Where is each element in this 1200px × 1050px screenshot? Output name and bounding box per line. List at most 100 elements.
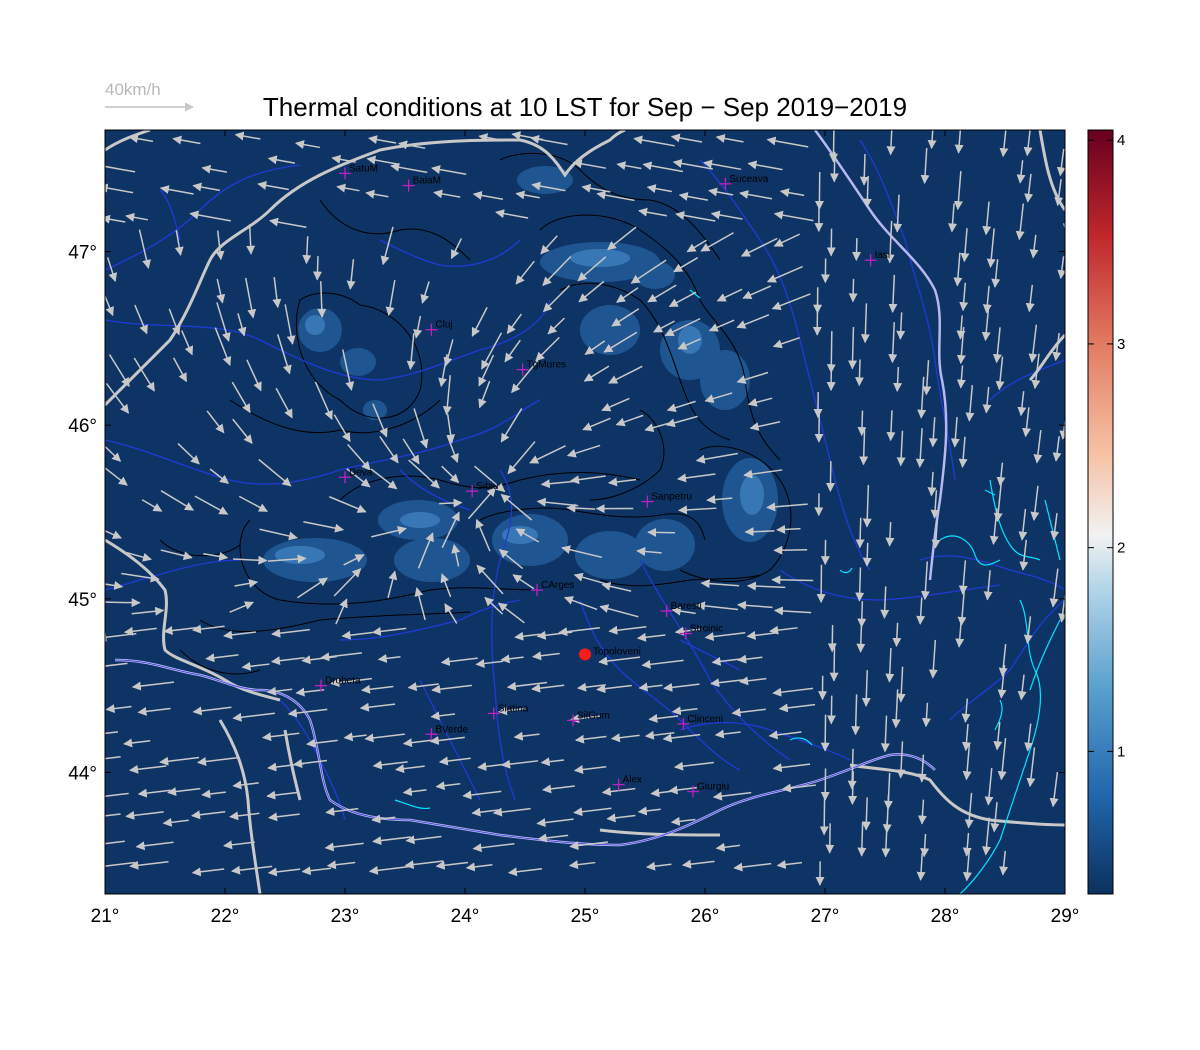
wind-arrow — [1017, 674, 1027, 701]
wind-arrow — [893, 194, 903, 233]
wind-arrow — [105, 861, 136, 867]
wind-arrow — [206, 410, 225, 434]
lat-axis-labels: 44° 45° 46° 47° — [68, 243, 97, 785]
wind-arrow — [181, 330, 194, 356]
wind-arrow — [368, 865, 411, 875]
wind-arrow — [662, 733, 701, 743]
city-label: Cluj — [435, 320, 452, 331]
wind-arrow — [465, 862, 493, 872]
wind-arrow — [700, 579, 740, 589]
wind-arrow — [862, 542, 872, 567]
wind-arrow — [962, 833, 972, 857]
wind-arrow — [514, 631, 541, 641]
wind-arrow — [1049, 568, 1059, 608]
city-label: Slatina — [498, 703, 529, 714]
wind-arrow — [854, 359, 864, 387]
wind-arrow — [771, 293, 811, 310]
wind-arrow — [417, 532, 434, 569]
wind-arrow — [262, 732, 300, 742]
wind-arrow — [293, 759, 328, 768]
wind-arrow — [561, 545, 602, 559]
wind-arrow — [861, 797, 871, 831]
wind-arrow — [917, 376, 927, 419]
wind-arrow — [572, 159, 607, 169]
wind-arrow — [540, 479, 575, 489]
wind-arrow — [462, 790, 502, 800]
wind-arrow — [596, 684, 632, 694]
wind-arrow — [610, 733, 640, 743]
wind-arrow — [633, 135, 675, 147]
wind-arrow — [920, 833, 930, 858]
wind-arrow — [542, 255, 572, 286]
wind-arrow — [959, 282, 969, 312]
wind-arrow — [420, 281, 430, 304]
wind-arrow — [772, 687, 814, 697]
wind-arrow — [347, 444, 371, 471]
wind-arrow — [773, 606, 812, 616]
wind-arrow — [244, 277, 257, 319]
wind-arrow — [504, 339, 521, 363]
wind-arrow — [515, 190, 540, 200]
wind-arrow — [984, 767, 994, 806]
wind-arrow — [172, 135, 201, 145]
city-marker: Drobeta — [315, 676, 361, 692]
wind-arrow — [125, 212, 148, 222]
wind-arrow — [607, 226, 637, 251]
wind-arrow — [857, 410, 867, 437]
wind-arrow — [893, 367, 903, 393]
wind-arrow — [583, 365, 610, 382]
wind-arrow — [536, 818, 574, 828]
wind-arrow — [229, 601, 254, 613]
wind-arrow — [855, 517, 865, 549]
wind-arrow — [927, 471, 937, 497]
wind-arrow — [678, 505, 717, 515]
city-label: Drobeta — [325, 676, 361, 687]
wind-arrow — [888, 274, 898, 313]
colorbar-tick-label: 1 — [1117, 743, 1125, 760]
wind-arrow — [710, 678, 743, 688]
lon-tick-label: 26° — [691, 906, 720, 927]
wind-arrow — [174, 229, 184, 257]
wind-arrow — [246, 359, 262, 392]
wind-arrow — [749, 421, 781, 431]
wind-arrow — [364, 733, 405, 743]
wind-arrow — [931, 521, 941, 549]
wind-arrow — [336, 183, 360, 193]
wind-arrow — [167, 787, 201, 797]
wind-arrow — [216, 278, 226, 304]
wind-arrow — [982, 817, 991, 856]
wind-arrow — [1026, 747, 1036, 788]
wind-arrow — [501, 759, 539, 769]
wind-arrow — [326, 860, 356, 870]
city-marker: Alex — [612, 775, 642, 791]
city-label: BVerde — [435, 724, 468, 735]
wind-arrow — [862, 484, 872, 528]
city-marker: TgMures — [516, 360, 566, 376]
wind-arrow — [636, 632, 666, 642]
lon-tick-label: 21° — [91, 906, 120, 927]
wind-arrow — [885, 647, 895, 683]
wind-arrow — [346, 468, 371, 488]
highlight-city-marker — [579, 648, 591, 661]
wind-arrow — [997, 738, 1007, 781]
city-marker: BaiaM — [402, 176, 441, 192]
wind-arrow — [402, 738, 434, 748]
wind-arrow — [776, 860, 802, 869]
wind-arrow — [295, 687, 325, 697]
wind-arrow — [611, 308, 640, 327]
wind-arrow — [736, 371, 769, 384]
wind-arrow — [999, 130, 1009, 158]
wind-arrow — [677, 338, 701, 350]
wind-arrow — [675, 211, 716, 222]
wind-arrow — [1052, 332, 1062, 362]
wind-arrow — [450, 238, 463, 260]
wind-arrow — [331, 154, 356, 164]
wind-arrow — [405, 835, 442, 845]
wind-arrow — [301, 866, 332, 876]
lat-tick-label: 44° — [68, 763, 97, 784]
wind-arrow — [997, 664, 1007, 699]
wind-arrow — [993, 721, 1003, 751]
wind-arrow — [569, 841, 608, 851]
wind-arrow — [896, 666, 906, 703]
wind-arrow — [700, 232, 734, 252]
